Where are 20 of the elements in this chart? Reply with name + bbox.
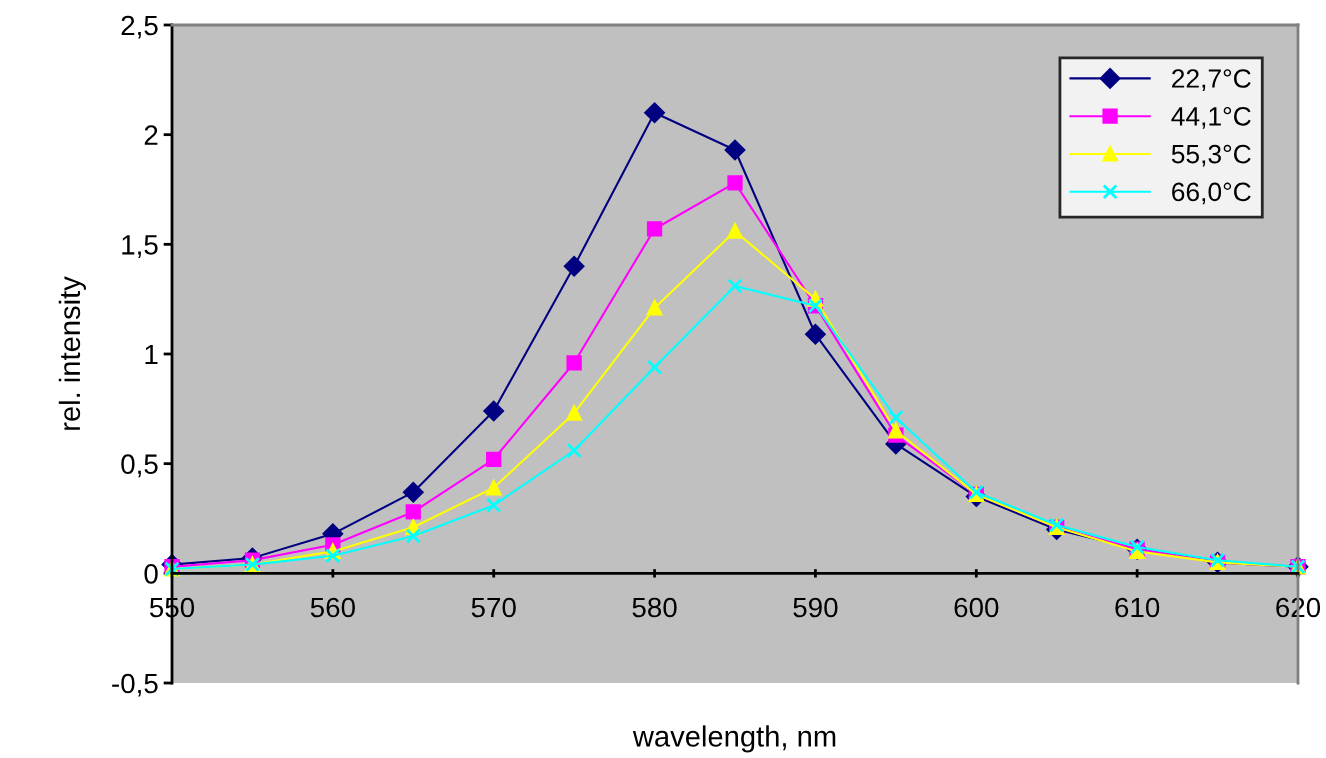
y-tick-label: 0,5 xyxy=(121,454,158,478)
x-tick-label: 580 xyxy=(632,597,677,618)
x-tick-label: 620 xyxy=(1276,597,1321,618)
y-tick-label: 1 xyxy=(145,344,158,365)
x-tick-label: 610 xyxy=(1115,597,1160,618)
legend-label: 44,1°C xyxy=(1171,106,1251,129)
legend-label: 22,7°C xyxy=(1172,69,1251,91)
y-tick-label: 2 xyxy=(144,125,158,145)
y-tick-label: 0 xyxy=(144,564,158,584)
x-axis-title: wavelength, nm xyxy=(632,725,836,753)
y-axis-title: rel. intensity xyxy=(58,276,86,430)
x-tick-label: 560 xyxy=(310,597,355,618)
x-tick-label: 570 xyxy=(471,597,516,618)
legend-label: 66,0°C xyxy=(1172,182,1251,205)
y-tick-label: 1,5 xyxy=(122,235,158,258)
legend-label: 55,3°C xyxy=(1171,144,1251,167)
y-tick-label: 2,5 xyxy=(121,15,158,39)
x-tick-label: 590 xyxy=(793,597,838,618)
x-tick-label: 600 xyxy=(954,597,999,618)
y-tick-label: -0,5 xyxy=(112,673,158,697)
